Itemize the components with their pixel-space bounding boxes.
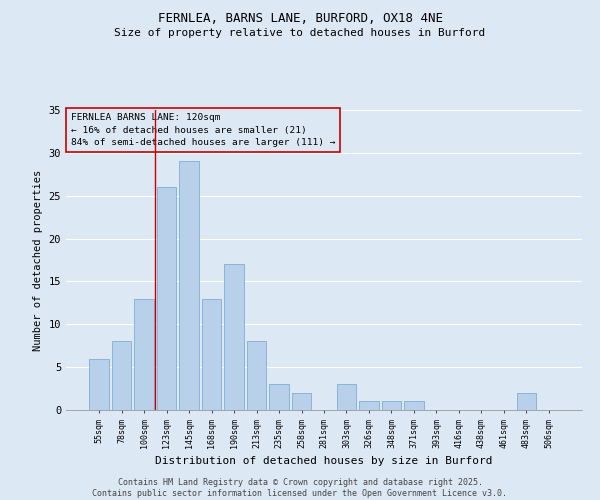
Bar	[89, 358, 109, 410]
Bar	[157, 187, 176, 410]
Bar	[517, 393, 536, 410]
Bar	[337, 384, 356, 410]
Text: Size of property relative to detached houses in Burford: Size of property relative to detached ho…	[115, 28, 485, 38]
Bar	[382, 402, 401, 410]
Bar	[247, 342, 266, 410]
Bar	[224, 264, 244, 410]
Bar	[292, 393, 311, 410]
Bar	[134, 298, 154, 410]
X-axis label: Distribution of detached houses by size in Burford: Distribution of detached houses by size …	[155, 456, 493, 466]
Text: FERNLEA, BARNS LANE, BURFORD, OX18 4NE: FERNLEA, BARNS LANE, BURFORD, OX18 4NE	[157, 12, 443, 26]
Bar	[179, 162, 199, 410]
Bar	[202, 298, 221, 410]
Bar	[359, 402, 379, 410]
Bar	[404, 402, 424, 410]
Bar	[269, 384, 289, 410]
Y-axis label: Number of detached properties: Number of detached properties	[33, 170, 43, 350]
Bar	[112, 342, 131, 410]
Text: FERNLEA BARNS LANE: 120sqm
← 16% of detached houses are smaller (21)
84% of semi: FERNLEA BARNS LANE: 120sqm ← 16% of deta…	[71, 113, 335, 147]
Text: Contains HM Land Registry data © Crown copyright and database right 2025.
Contai: Contains HM Land Registry data © Crown c…	[92, 478, 508, 498]
